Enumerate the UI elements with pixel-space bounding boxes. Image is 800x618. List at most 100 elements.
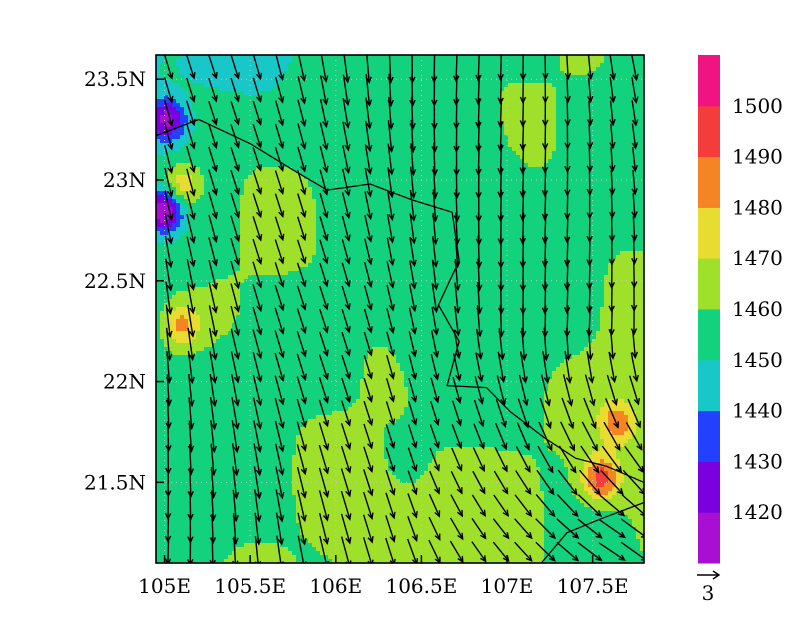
wind-vector	[409, 213, 417, 245]
wind-vector	[385, 492, 396, 520]
plot-area	[156, 55, 644, 563]
wind-vector	[252, 100, 263, 126]
wind-vector	[535, 541, 556, 562]
wind-vector	[319, 169, 329, 196]
wind-vector	[253, 420, 263, 454]
wind-vector	[363, 423, 374, 450]
wind-vector	[453, 329, 462, 360]
wind-vector	[541, 190, 549, 222]
wind-vector	[563, 259, 571, 291]
wind-vector	[601, 445, 623, 474]
wind-vector	[297, 512, 307, 546]
wind-vector	[296, 330, 307, 358]
wind-vector	[497, 98, 504, 129]
wind-vector	[230, 55, 240, 80]
wind-vector	[429, 447, 440, 472]
wind-vector	[586, 100, 594, 127]
colorbar-label: 1470	[732, 246, 783, 270]
wind-vector	[385, 537, 396, 563]
wind-vector	[495, 399, 507, 429]
wind-vector	[386, 331, 395, 357]
wind-vector	[365, 97, 373, 130]
wind-vector	[620, 518, 644, 538]
wind-vector	[318, 444, 330, 475]
wind-vector	[274, 262, 285, 288]
wind-vector	[577, 542, 603, 562]
colorbar-label: 1460	[732, 297, 783, 321]
y-tick-label: 22N	[103, 370, 146, 394]
wind-vector	[364, 120, 373, 153]
wind-vector	[209, 537, 216, 563]
wind-vector	[364, 262, 373, 289]
wind-vector	[254, 512, 262, 546]
wind-vector	[252, 238, 263, 266]
wind-vector	[475, 75, 482, 106]
wind-vector	[319, 285, 329, 311]
wind-vector	[318, 377, 329, 404]
colorbar-swatch	[698, 309, 720, 361]
wind-vector	[230, 192, 241, 219]
wind-vector	[208, 77, 218, 103]
wind-vector	[363, 469, 374, 497]
wind-vector	[409, 236, 417, 268]
wind-vector	[208, 305, 218, 338]
x-tick-label: 105.5E	[214, 574, 286, 598]
wind-vector	[275, 443, 285, 476]
wind-vector	[432, 236, 439, 268]
wind-vector	[430, 330, 440, 359]
wind-vector	[599, 494, 626, 517]
wind-vector	[165, 397, 172, 430]
y-axis: 21.5N 22N 22.5N 23N 23.5N	[84, 67, 164, 494]
wind-vector	[451, 400, 462, 427]
wind-vector	[319, 308, 329, 334]
wind-vector	[586, 77, 594, 104]
wind-vector	[537, 445, 554, 474]
y-tick-label: 23.5N	[84, 67, 146, 91]
wind-vector	[230, 351, 241, 384]
wind-vector	[630, 352, 639, 383]
wind-vector	[515, 446, 531, 474]
wind-vector	[453, 189, 461, 223]
wind-vector	[252, 216, 263, 242]
wind-vector	[319, 98, 329, 129]
wind-vector	[363, 308, 373, 334]
wind-vector	[497, 76, 504, 105]
colorbar-swatch	[698, 359, 720, 412]
wind-vector	[208, 259, 218, 291]
colorbar-swatch	[698, 105, 720, 158]
wind-vector	[577, 518, 603, 539]
wind-vector	[431, 283, 439, 314]
wind-vector	[605, 398, 619, 429]
wind-vector	[476, 305, 483, 338]
wind-vector	[340, 468, 352, 498]
reference-vector-label: 3	[702, 581, 715, 605]
wind-vector	[341, 168, 351, 197]
wind-vector	[518, 374, 529, 407]
wind-vector	[274, 147, 285, 173]
colorbar-swatch	[698, 55, 720, 107]
wind-vector	[563, 282, 571, 315]
wind-vector	[631, 76, 639, 104]
wind-vector	[450, 494, 463, 518]
wind-vector	[494, 446, 508, 473]
colorbar-label: 1430	[732, 449, 783, 473]
wind-vector	[363, 446, 374, 474]
wind-vector	[608, 351, 617, 384]
wind-vector	[538, 421, 553, 452]
wind-vector	[385, 515, 396, 543]
wind-vector	[163, 99, 174, 127]
wind-vector	[385, 469, 396, 496]
wind-vector	[454, 305, 461, 337]
wind-vector	[318, 467, 330, 499]
wind-vector	[252, 329, 263, 360]
wind-vector	[252, 124, 263, 149]
wind-vector	[362, 514, 374, 544]
colorbar-swatch	[698, 512, 720, 564]
wind-vector	[598, 518, 627, 539]
wind-vector	[254, 489, 262, 523]
wind-vector	[408, 307, 418, 335]
wind-vector	[186, 55, 196, 80]
colorbar-label: 1440	[732, 399, 783, 423]
wind-vector	[274, 123, 285, 150]
wind-vector	[343, 55, 351, 84]
